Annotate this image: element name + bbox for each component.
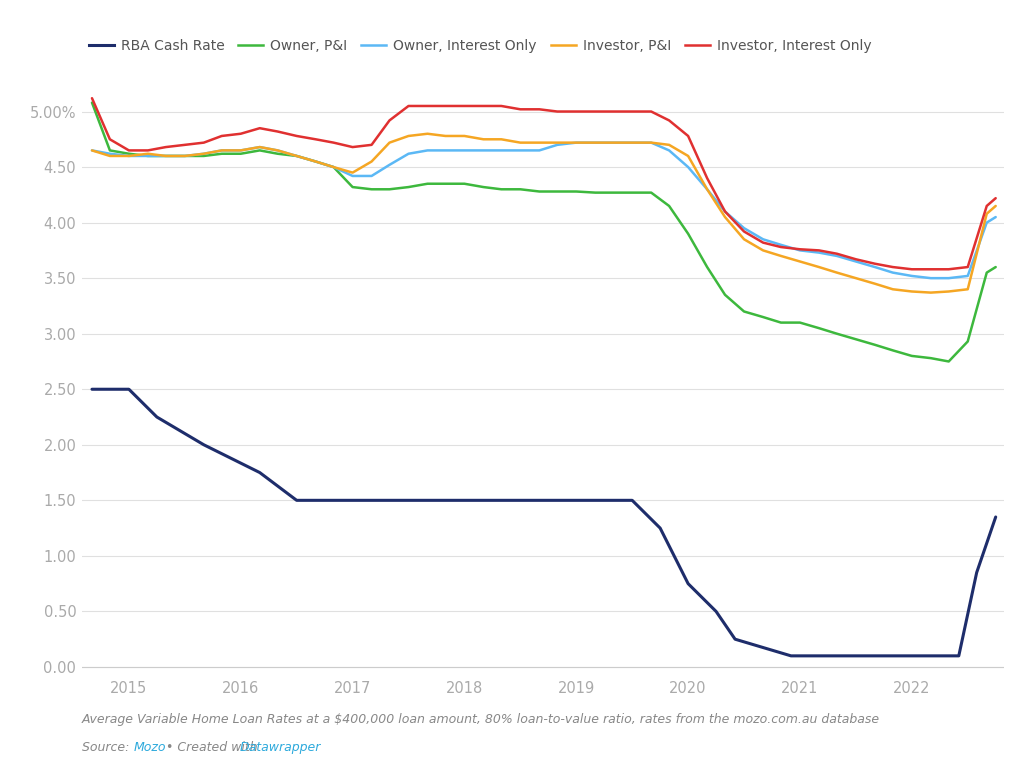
Text: Datawrapper: Datawrapper (240, 741, 321, 754)
Text: • Created with: • Created with (162, 741, 261, 754)
Text: Source:: Source: (82, 741, 133, 754)
Text: Average Variable Home Loan Rates at a $400,000 loan amount, 80% loan-to-value ra: Average Variable Home Loan Rates at a $4… (82, 713, 880, 726)
Text: Mozo: Mozo (134, 741, 167, 754)
Legend: RBA Cash Rate, Owner, P&I, Owner, Interest Only, Investor, P&I, Investor, Intere: RBA Cash Rate, Owner, P&I, Owner, Intere… (89, 39, 871, 53)
